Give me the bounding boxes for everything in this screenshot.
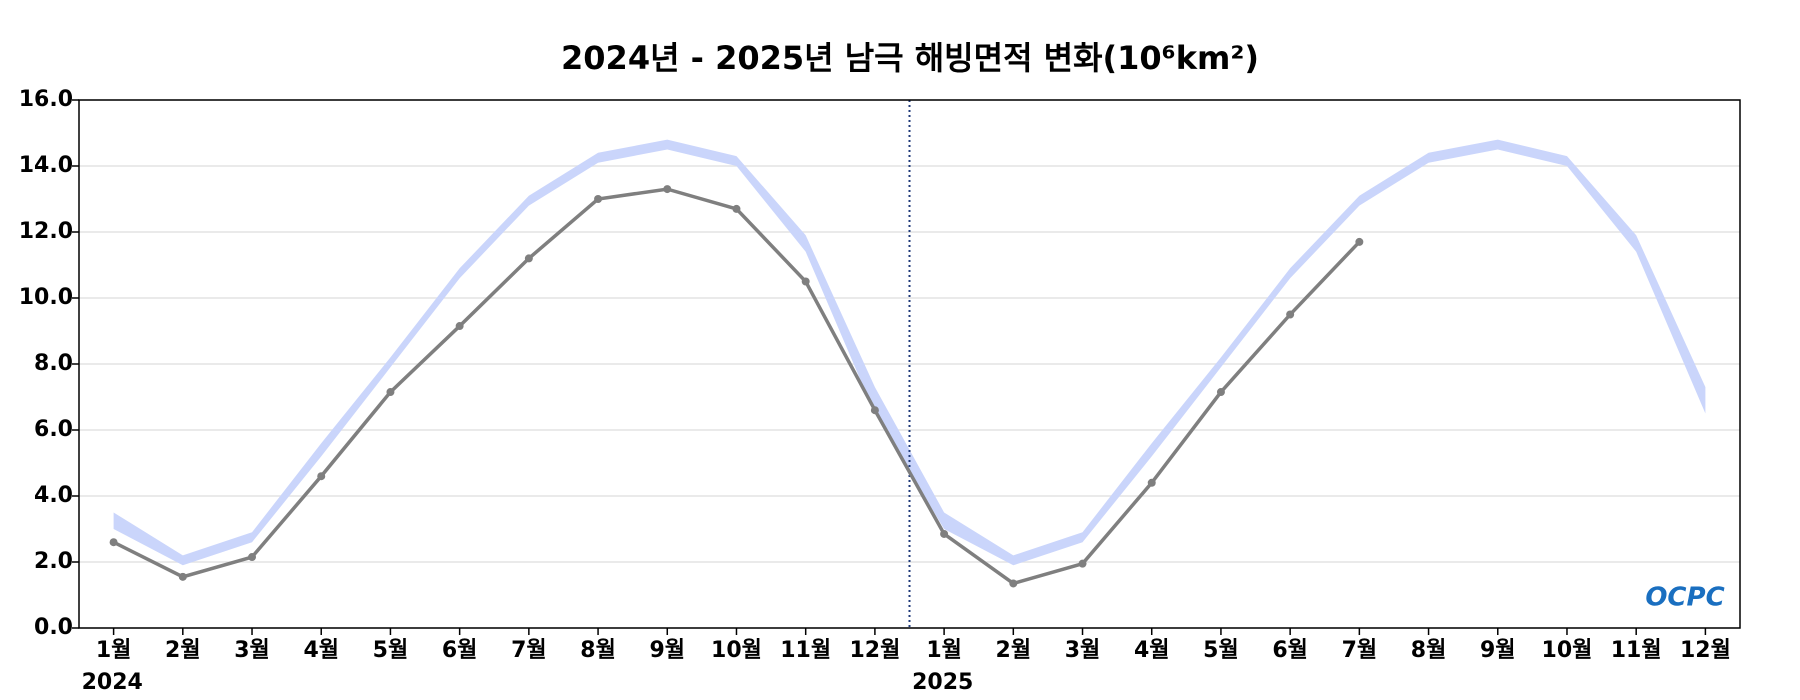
data-point (178, 572, 187, 581)
x-tick-label: 7월 (511, 638, 547, 663)
plot-frame (78, 99, 1741, 629)
y-tick-label: 14.0 (19, 153, 73, 178)
x-tick-label: 12월 (1680, 638, 1731, 663)
x-tick-label: 9월 (1480, 638, 1516, 663)
x-tick-label: 12월 (849, 638, 900, 663)
logo: OCPC (1645, 583, 1724, 613)
x-tick-label: 7월 (1342, 638, 1378, 663)
x-tick-label: 2월 (165, 638, 201, 663)
x-tick-label: 8월 (580, 638, 616, 663)
y-tick-label: 6.0 (34, 417, 73, 442)
y-tick-label: 10.0 (19, 285, 73, 310)
data-point (109, 538, 118, 547)
data-point (455, 322, 464, 331)
y-tick-label: 16.0 (19, 87, 73, 112)
data-point (1216, 388, 1225, 397)
x-tick-label: 2월 (996, 638, 1032, 663)
data-point (870, 406, 879, 415)
year-label: 2025 (912, 670, 973, 695)
x-tick-label: 4월 (1134, 638, 1170, 663)
y-tick-label: 4.0 (34, 483, 73, 508)
data-point (1009, 579, 1018, 588)
x-tick-label: 6월 (442, 638, 478, 663)
data-point (1078, 559, 1087, 568)
data-point (732, 204, 741, 213)
x-tick-label: 3월 (1065, 638, 1101, 663)
x-tick-label: 1월 (96, 638, 132, 663)
x-tick-label: 1월 (926, 638, 962, 663)
x-tick-label: 9월 (649, 638, 685, 663)
x-tick-label: 11월 (780, 638, 831, 663)
year-label: 2024 (82, 670, 143, 695)
y-tick-label: 2.0 (34, 549, 73, 574)
x-tick-label: 6월 (1272, 638, 1308, 663)
data-point (801, 277, 810, 286)
y-tick-label: 8.0 (34, 351, 73, 376)
data-point (1147, 478, 1156, 487)
x-tick-label: 10월 (711, 638, 762, 663)
data-point (594, 195, 603, 203)
data-point (1355, 237, 1364, 246)
x-tick-label: 3월 (234, 638, 270, 663)
data-point (386, 388, 395, 397)
data-point (248, 553, 257, 562)
data-point (663, 185, 672, 194)
x-tick-label: 8월 (1411, 638, 1447, 663)
data-point (940, 529, 949, 538)
chart-title: 2024년 - 2025년 남극 해빙면적 변화(10⁶km²) (561, 39, 1259, 77)
data-point (524, 254, 533, 263)
y-tick-label: 0.0 (34, 615, 73, 640)
y-tick-label: 12.0 (19, 219, 73, 244)
x-tick-label: 11월 (1611, 638, 1662, 663)
data-point (317, 472, 326, 481)
x-tick-label: 5월 (373, 638, 409, 663)
data-point (1286, 310, 1295, 319)
series-line (112, 187, 1361, 586)
x-tick-label: 10월 (1542, 638, 1593, 663)
x-tick-label: 4월 (303, 638, 339, 663)
x-tick-label: 5월 (1203, 638, 1239, 663)
